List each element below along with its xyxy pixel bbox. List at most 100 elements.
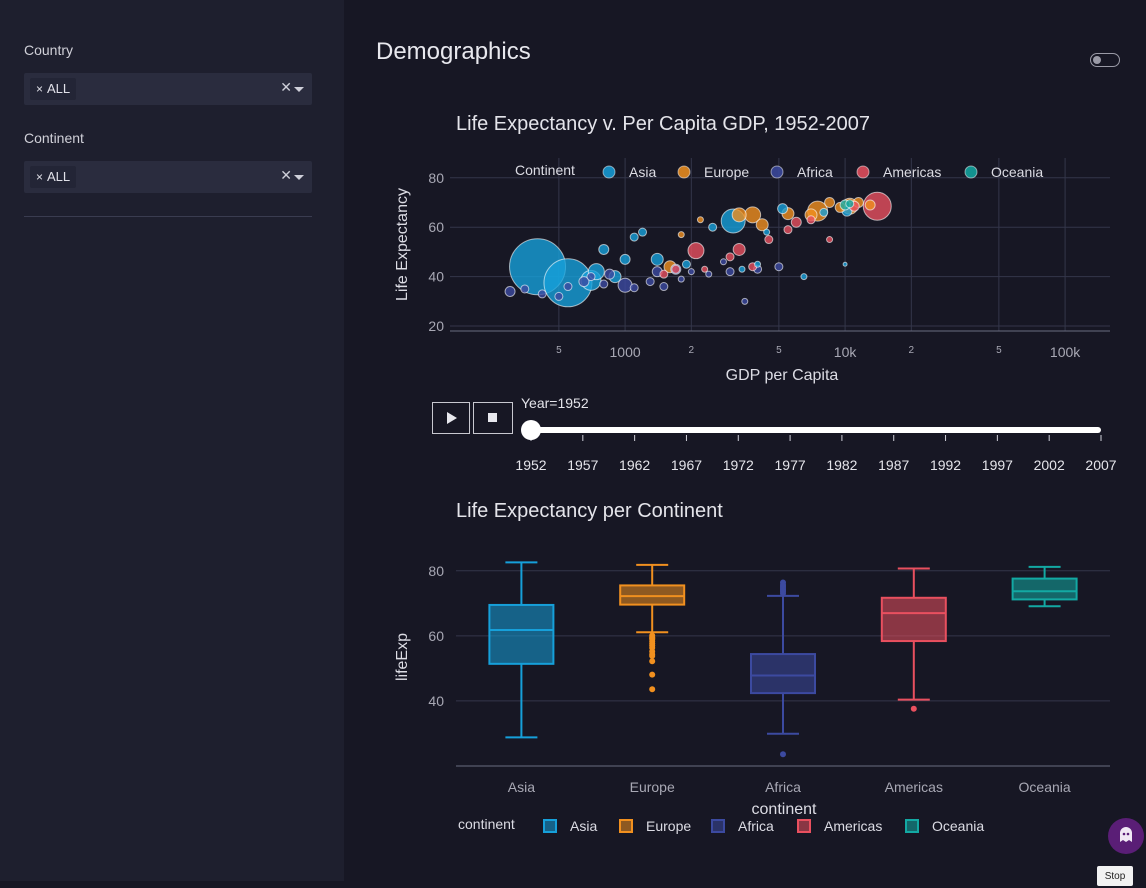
bubble-africa[interactable] — [520, 284, 530, 294]
bubble-africa[interactable] — [774, 262, 784, 272]
slider-year-label[interactable]: 1962 — [619, 457, 650, 473]
bubble-europe[interactable] — [696, 216, 704, 224]
slider-track[interactable] — [531, 427, 1101, 433]
bubble-asia[interactable] — [842, 261, 848, 267]
bubble-europe[interactable] — [677, 231, 685, 239]
bubble-africa[interactable] — [537, 289, 547, 299]
legend-item-americas[interactable]: Americas — [856, 164, 941, 180]
slider-year-label[interactable]: 1997 — [982, 457, 1013, 473]
bubble-africa[interactable] — [741, 297, 749, 305]
bubble-americas[interactable] — [732, 242, 746, 256]
stop-button[interactable] — [473, 402, 513, 434]
country-chip[interactable]: × ALL — [30, 78, 77, 100]
continent-chip-label: ALL — [47, 169, 71, 184]
legend-item-oceania[interactable]: Oceania — [905, 818, 984, 834]
clear-icon[interactable]: ✕ — [280, 79, 292, 95]
bubble-americas[interactable] — [764, 235, 774, 245]
legend-item-americas[interactable]: Americas — [797, 818, 882, 834]
box-africa[interactable] — [750, 579, 816, 758]
theme-toggle[interactable] — [1090, 53, 1120, 67]
bubble-africa[interactable] — [705, 270, 713, 278]
bubble-asia[interactable] — [629, 232, 639, 242]
bubble-asia[interactable] — [763, 228, 771, 236]
bubble-americas[interactable] — [862, 191, 892, 221]
legend-item-oceania[interactable]: Oceania — [964, 164, 1043, 180]
box-americas[interactable] — [880, 567, 947, 712]
bubble-asia[interactable] — [800, 273, 808, 281]
slider-handle[interactable] — [521, 420, 541, 440]
slider-year-label[interactable]: 1952 — [515, 457, 546, 473]
chevron-down-icon[interactable] — [294, 87, 304, 92]
bubble-africa[interactable] — [659, 282, 669, 292]
bubble-africa[interactable] — [687, 268, 695, 276]
bubble-americas[interactable] — [701, 265, 709, 273]
bubble-asia[interactable] — [598, 243, 610, 255]
bubble-americas[interactable] — [687, 242, 705, 260]
legend-item-europe[interactable]: Europe — [619, 818, 691, 834]
legend-item-asia[interactable]: Asia — [602, 164, 656, 180]
stop-label-button[interactable]: Stop — [1097, 866, 1133, 886]
bubble-oceania[interactable] — [845, 199, 855, 209]
bubble-europe[interactable] — [731, 207, 747, 223]
legend-item-africa[interactable]: Africa — [770, 164, 833, 180]
bubble-asia[interactable] — [738, 265, 746, 273]
bubble-asia[interactable] — [708, 222, 718, 232]
box-chart[interactable]: 40 60 80 Asia Europe Africa Americas Oceania con… — [380, 540, 1140, 840]
box-asia[interactable] — [488, 561, 555, 739]
bubble-africa[interactable] — [645, 277, 655, 287]
bubble-americas[interactable] — [826, 236, 834, 244]
legend-item-asia[interactable]: Asia — [543, 818, 597, 834]
scatter-chart[interactable]: 20 40 60 80 5 1000 2 5 10k 2 5 100k GDP per Capita Li… — [380, 150, 1130, 395]
bubble-europe[interactable] — [824, 196, 836, 208]
bubble-americas[interactable] — [783, 225, 793, 235]
bubble-asia[interactable] — [638, 227, 648, 237]
help-button[interactable] — [1108, 818, 1144, 854]
bubble-asia[interactable] — [819, 207, 829, 217]
country-dropdown[interactable]: × ALL ✕ — [24, 73, 312, 105]
bubble-africa[interactable] — [604, 268, 616, 280]
bubble-europe[interactable] — [755, 218, 769, 232]
bubble-asia[interactable] — [777, 203, 789, 215]
bubble-africa[interactable] — [725, 267, 735, 277]
bubble-europe[interactable] — [864, 199, 876, 211]
bubble-americas[interactable] — [659, 269, 669, 279]
bubble-africa[interactable] — [554, 291, 564, 301]
chevron-down-icon[interactable] — [294, 175, 304, 180]
bubble-asia[interactable] — [619, 253, 631, 265]
box-europe[interactable] — [619, 563, 686, 693]
remove-chip-icon[interactable]: × — [36, 82, 44, 96]
slider-year-label[interactable]: 1977 — [775, 457, 806, 473]
bubble-asia[interactable] — [650, 252, 664, 266]
bubble-africa[interactable] — [677, 275, 685, 283]
play-button[interactable] — [432, 402, 470, 434]
bubble-americas[interactable] — [790, 216, 802, 228]
slider-year-label[interactable]: 1987 — [878, 457, 909, 473]
clear-icon[interactable]: ✕ — [280, 167, 292, 183]
bubble-americas[interactable] — [725, 252, 735, 262]
box-oceania[interactable] — [1011, 565, 1078, 608]
bubble-africa[interactable] — [578, 276, 590, 288]
bubble-africa[interactable] — [586, 272, 596, 282]
bubble-asia[interactable] — [681, 259, 691, 269]
legend-item-africa[interactable]: Africa — [711, 818, 774, 834]
remove-chip-icon[interactable]: × — [36, 170, 44, 184]
bubble-americas[interactable] — [671, 264, 681, 274]
slider-year-label[interactable]: 2002 — [1034, 457, 1065, 473]
continent-dropdown[interactable]: × ALL ✕ — [24, 161, 312, 193]
bubble-africa[interactable] — [719, 258, 727, 266]
bubble-africa[interactable] — [629, 283, 639, 293]
slider-year-label[interactable]: 1957 — [567, 457, 598, 473]
slider-year-label[interactable]: 1972 — [723, 457, 754, 473]
slider-year-label[interactable]: 1982 — [826, 457, 857, 473]
continent-chip[interactable]: × ALL — [30, 166, 77, 188]
legend-item-europe[interactable]: Europe — [677, 164, 749, 180]
slider-year-label[interactable]: 1967 — [671, 457, 702, 473]
slider-year-label[interactable]: 2007 — [1085, 457, 1116, 473]
bubble-africa[interactable] — [563, 282, 573, 292]
bubble-africa[interactable] — [504, 285, 516, 297]
bubble-americas[interactable] — [806, 215, 816, 225]
bubble-africa[interactable] — [599, 279, 609, 289]
bubble-asia[interactable] — [754, 260, 762, 268]
slider-year-label[interactable]: 1992 — [930, 457, 961, 473]
year-slider[interactable]: Year=1952 1952 1957 1962 1967 1972 1977 1982 198… — [505, 394, 1135, 478]
